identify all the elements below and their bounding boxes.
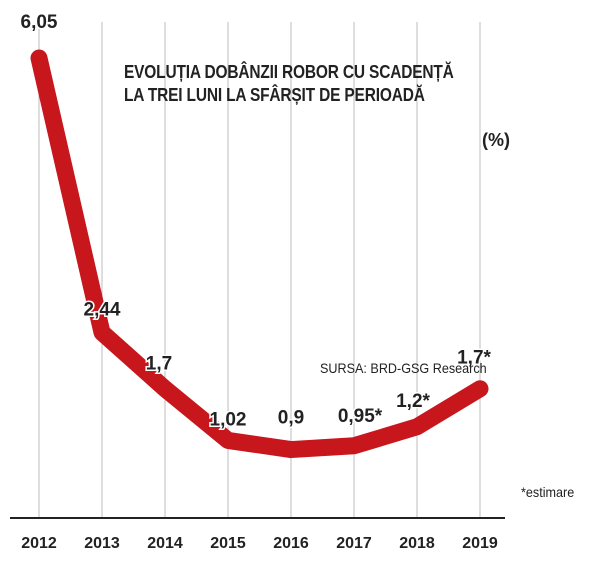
data-point-2015 [227,439,229,442]
robor-series [30,49,489,459]
x-tick-2015: 2015 [210,535,246,552]
data-label-2013: 2,44 [84,299,121,320]
chart-title-line-1: EVOLUȚIA DOBÂNZII ROBOR CU SCADENȚĂ [124,62,454,82]
unit-label: (%) [482,130,510,150]
vertical-gridlines [38,22,481,518]
data-label-2017: 0,95* [338,406,383,427]
data-labels: 6,05 2,44 1,7 1,02 0,9 0,95* 1,2* 1,7* [19,11,493,432]
x-tick-2016: 2016 [273,535,309,552]
chart-title-line-2: LA TREI LUNI LA SFÂRȘIT DE PERIOADĂ [124,85,425,105]
x-tick-2018: 2018 [399,535,435,552]
data-label-2016: 0,9 [278,408,304,429]
x-tick-2017: 2017 [336,535,372,552]
data-point-2018 [416,425,418,428]
x-tick-2019: 2019 [462,535,498,552]
data-point-2012 [38,57,40,59]
data-label-2018: 1,2* [396,391,430,412]
data-label-2015: 1,02 [210,409,247,430]
data-point-2014 [164,387,166,390]
data-point-2013 [101,331,103,334]
data-label-2019: 1,7* [457,348,491,369]
x-tick-2014: 2014 [147,535,183,552]
data-point-2019 [479,387,481,390]
data-point-2017 [353,444,355,447]
x-tick-2012: 2012 [21,535,57,552]
x-tick-labels: 2012 2013 2014 2015 2016 2017 2018 2019 [21,535,498,552]
source-note: SURSA: BRD-GSG Research [320,360,487,376]
data-label-2012: 6,05 [21,12,58,33]
data-point-2016 [290,448,292,451]
x-tick-2013: 2013 [84,535,120,552]
series-line [30,49,489,459]
estimate-footnote: *estimare [521,484,575,500]
data-label-2014: 1,7 [146,354,172,375]
